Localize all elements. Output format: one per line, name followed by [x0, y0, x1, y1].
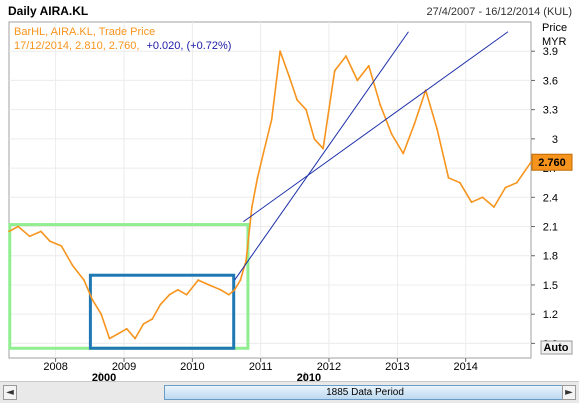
- price-point: [233, 288, 236, 291]
- price-point: [28, 235, 31, 238]
- price-point: [151, 318, 154, 320]
- highlight-rectangle: [88, 273, 236, 350]
- price-point: [379, 103, 382, 106]
- y-tick-label: 3.6: [543, 75, 558, 87]
- scroll-right-button[interactable]: ►: [562, 385, 576, 400]
- price-point: [176, 288, 179, 291]
- y-tick-label: 2.4: [543, 192, 558, 204]
- price-point: [470, 201, 473, 204]
- auto-button[interactable]: [540, 340, 573, 355]
- y-tick-label: 3: [552, 134, 558, 146]
- price-point: [305, 108, 308, 111]
- price-point: [287, 74, 290, 77]
- auto-button-label: Auto: [543, 342, 568, 354]
- x-tick-label: 2010: [180, 361, 204, 373]
- price-point: [436, 128, 438, 131]
- x-tick-label: 2014: [453, 361, 477, 373]
- price-point: [142, 323, 145, 325]
- price-point: [125, 327, 128, 330]
- legend-quote: 17/12/2014, 2.810, 2.760, +0.020, (+0.72…: [14, 40, 231, 52]
- last-price-box: [531, 153, 573, 171]
- price-point: [227, 293, 230, 296]
- title-bar: [0, 0, 579, 22]
- price-point: [245, 259, 247, 262]
- price-point: [219, 288, 222, 291]
- drawn-rectangles: [8, 223, 250, 350]
- price-point: [117, 332, 120, 335]
- price-point: [447, 176, 450, 179]
- price-point: [515, 181, 518, 184]
- price-point: [40, 230, 42, 233]
- price-point: [345, 55, 347, 57]
- date-range: 27/4/2007 - 16/12/2014 (KUL): [426, 6, 572, 18]
- price-point: [239, 279, 242, 281]
- last-price-marker: 2.760: [531, 153, 573, 171]
- price-point: [71, 264, 74, 267]
- x-tick-label: 2012: [317, 361, 341, 373]
- y-tick-label: 3.3: [543, 105, 558, 117]
- price-point: [197, 279, 200, 281]
- price-point: [208, 284, 211, 286]
- y-tick-label: 1.5: [543, 280, 558, 292]
- price-point: [168, 293, 171, 296]
- y-axis-label: Price: [542, 22, 567, 34]
- price-point: [83, 279, 85, 281]
- chart-title: Daily AIRA.KL: [8, 4, 88, 18]
- y-axis-ticks: 0.91.21.51.82.12.42.733.33.63.9: [531, 46, 558, 350]
- legend-quote-values: 17/12/2014, 2.810, 2.760,: [14, 40, 139, 52]
- price-point: [8, 230, 10, 233]
- x-axis-ticks: 2008 2009 2010 2011 2012 2013 2014: [43, 358, 478, 373]
- price-point: [413, 123, 416, 126]
- price-point: [459, 181, 461, 184]
- price-point: [250, 206, 253, 208]
- price-point: [108, 337, 111, 340]
- price-point: [279, 50, 282, 53]
- plot-area[interactable]: [8, 21, 532, 359]
- last-price-label: 2.760: [538, 157, 566, 169]
- price-point: [504, 186, 507, 189]
- price-point: [100, 313, 103, 316]
- price-point: [493, 206, 495, 208]
- price-point: [262, 152, 265, 155]
- price-point: [530, 161, 532, 164]
- price-point: [356, 79, 359, 82]
- price-point: [17, 225, 20, 228]
- price-point: [390, 133, 393, 135]
- price-point: [313, 137, 316, 140]
- trend-line: [243, 31, 509, 223]
- price-point: [91, 298, 94, 301]
- price-point: [270, 118, 273, 121]
- trend-lines: [234, 31, 509, 281]
- price-point: [185, 293, 188, 296]
- price-point: [402, 152, 405, 155]
- price-point: [367, 64, 370, 67]
- scroll-left-button[interactable]: ◄: [3, 385, 17, 400]
- x-tick-label: 2011: [249, 361, 273, 373]
- y-tick-label: 1.8: [543, 251, 558, 263]
- x-tick-label: 2008: [43, 361, 67, 373]
- y-tick-label: 2.1: [543, 222, 558, 234]
- price-point: [322, 147, 325, 150]
- trend-line: [234, 31, 409, 281]
- grid-lines: [9, 22, 531, 358]
- legend-series: BarHL, AIRA.KL, Trade Price: [14, 26, 155, 38]
- price-point: [481, 196, 484, 199]
- x-tick-label: 2013: [385, 361, 409, 373]
- price-point: [296, 99, 299, 101]
- time-scrollbar[interactable]: ◄ 1885 Data Period ►: [0, 381, 579, 403]
- y-tick-label: 1.2: [543, 309, 558, 321]
- price-point: [60, 245, 63, 247]
- legend-change: +0.020, (+0.72%): [146, 40, 231, 52]
- y-axis-unit: MYR: [542, 36, 567, 48]
- x-tick-label: 2009: [112, 361, 136, 373]
- scroll-thumb[interactable]: 1885 Data Period: [164, 385, 566, 400]
- price-point: [256, 176, 259, 179]
- price-point: [48, 240, 51, 243]
- y-tick-label: 3.9: [543, 46, 558, 58]
- price-point: [159, 303, 162, 306]
- price-point: [333, 69, 336, 72]
- price-point: [134, 337, 137, 340]
